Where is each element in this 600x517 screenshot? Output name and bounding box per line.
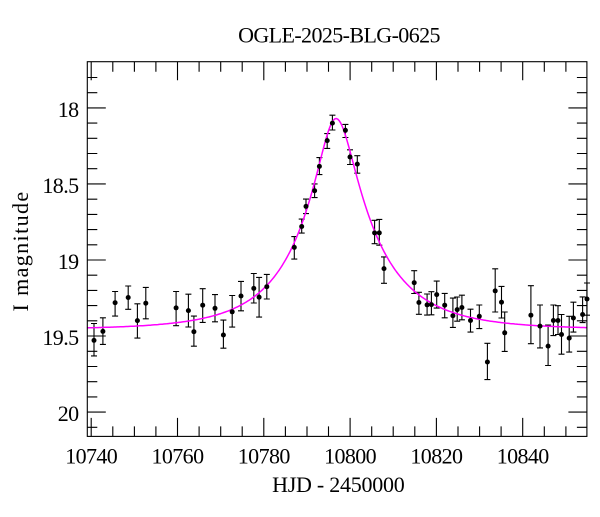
- svg-text:19.5: 19.5: [42, 325, 79, 350]
- svg-text:HJD - 2450000: HJD - 2450000: [272, 472, 405, 497]
- svg-text:18.5: 18.5: [42, 173, 79, 198]
- svg-text:OGLE-2025-BLG-0625: OGLE-2025-BLG-0625: [238, 23, 440, 48]
- svg-text:10740: 10740: [65, 443, 118, 468]
- svg-text:10800: 10800: [324, 443, 377, 468]
- svg-text:19: 19: [58, 249, 79, 274]
- svg-text:I magnitude: I magnitude: [8, 190, 33, 311]
- svg-text:18: 18: [58, 97, 79, 122]
- svg-text:20: 20: [58, 401, 79, 426]
- svg-text:10760: 10760: [151, 443, 204, 468]
- svg-text:10820: 10820: [410, 443, 463, 468]
- svg-text:10780: 10780: [238, 443, 291, 468]
- svg-text:10840: 10840: [497, 443, 550, 468]
